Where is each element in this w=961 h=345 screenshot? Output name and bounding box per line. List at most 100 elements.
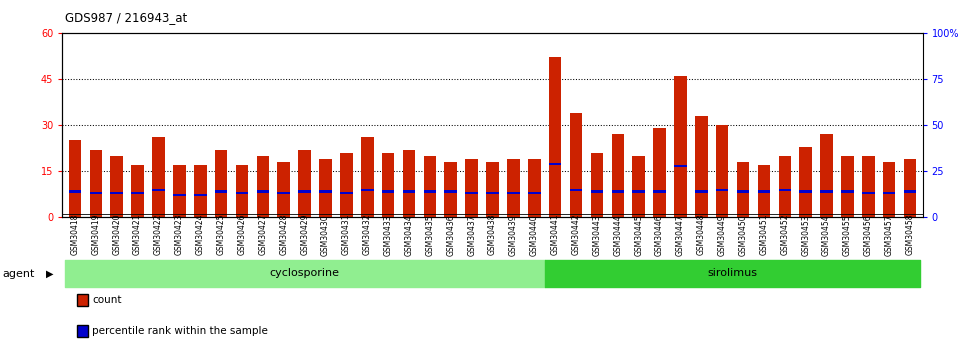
Text: sirolimus: sirolimus [707, 268, 757, 278]
Bar [278, 162, 290, 217]
Text: ▶: ▶ [46, 269, 54, 278]
Bar [340, 153, 353, 217]
Text: GSM30426: GSM30426 [237, 214, 247, 255]
Bar [653, 190, 666, 193]
Bar [403, 150, 415, 217]
Text: agent: agent [2, 269, 35, 278]
Text: GSM30441: GSM30441 [551, 214, 559, 255]
Bar [695, 116, 707, 217]
Bar [653, 128, 666, 217]
Bar [173, 194, 185, 196]
Bar [674, 165, 687, 167]
Text: count: count [92, 295, 122, 305]
Bar [257, 190, 269, 193]
Text: GDS987 / 216943_at: GDS987 / 216943_at [64, 11, 186, 23]
Text: GSM30438: GSM30438 [488, 214, 497, 255]
Bar [570, 113, 582, 217]
Bar [235, 192, 248, 195]
Bar [757, 165, 770, 217]
Text: GSM30447: GSM30447 [676, 214, 685, 256]
Bar [132, 192, 144, 195]
Bar [549, 57, 561, 217]
Bar [361, 189, 374, 191]
Text: GSM30427: GSM30427 [259, 214, 267, 255]
Bar [152, 189, 164, 191]
Text: percentile rank within the sample: percentile rank within the sample [92, 326, 268, 336]
Bar [361, 137, 374, 217]
Bar [862, 156, 875, 217]
Bar [215, 190, 228, 193]
Bar [382, 153, 394, 217]
Bar [841, 156, 853, 217]
Bar [841, 190, 853, 193]
Text: cyclosporine: cyclosporine [270, 268, 339, 278]
Bar [716, 189, 728, 191]
Bar [778, 156, 791, 217]
Text: GSM30451: GSM30451 [759, 214, 769, 255]
Text: GSM30422: GSM30422 [154, 214, 163, 255]
Bar [800, 147, 812, 217]
Bar [611, 134, 624, 217]
Bar [737, 162, 750, 217]
Bar [883, 192, 896, 195]
Text: GSM30428: GSM30428 [280, 214, 288, 255]
Bar [111, 156, 123, 217]
Text: GSM30423: GSM30423 [175, 214, 184, 255]
Bar [903, 190, 916, 193]
Text: GSM30436: GSM30436 [446, 214, 456, 256]
Text: GSM30429: GSM30429 [300, 214, 309, 255]
Text: GSM30452: GSM30452 [780, 214, 789, 255]
Bar [69, 140, 82, 217]
Bar [570, 189, 582, 191]
Text: GSM30445: GSM30445 [634, 214, 643, 256]
Text: GSM30421: GSM30421 [134, 214, 142, 255]
Bar [737, 190, 750, 193]
Bar [486, 162, 499, 217]
Bar [695, 190, 707, 193]
Bar [465, 192, 478, 195]
Bar [883, 162, 896, 217]
Bar [528, 192, 540, 195]
Bar [674, 76, 687, 217]
Bar [632, 156, 645, 217]
Text: GSM30418: GSM30418 [70, 214, 80, 255]
Bar [424, 156, 436, 217]
Text: GSM30430: GSM30430 [321, 214, 330, 256]
Text: GSM30456: GSM30456 [864, 214, 873, 256]
Text: GSM30442: GSM30442 [572, 214, 580, 255]
Bar [194, 165, 207, 217]
Bar [257, 156, 269, 217]
Bar [507, 159, 520, 217]
Text: GSM30437: GSM30437 [467, 214, 476, 256]
Text: GSM30458: GSM30458 [905, 214, 915, 255]
Text: GSM30453: GSM30453 [801, 214, 810, 256]
Text: GSM30443: GSM30443 [592, 214, 602, 256]
Text: GSM30434: GSM30434 [405, 214, 413, 256]
Bar [591, 153, 604, 217]
Bar [465, 159, 478, 217]
Bar [319, 159, 332, 217]
Bar [382, 190, 394, 193]
Bar [319, 190, 332, 193]
Text: GSM30444: GSM30444 [613, 214, 623, 256]
Bar [445, 190, 457, 193]
Text: GSM30431: GSM30431 [342, 214, 351, 255]
Bar [132, 165, 144, 217]
Bar [821, 190, 833, 193]
Text: GSM30449: GSM30449 [718, 214, 727, 256]
Bar [716, 125, 728, 217]
Text: GSM30440: GSM30440 [530, 214, 539, 256]
Bar [194, 194, 207, 196]
Text: GSM30424: GSM30424 [196, 214, 205, 255]
Bar [215, 150, 228, 217]
Text: GSM30450: GSM30450 [738, 214, 748, 256]
Bar [111, 192, 123, 195]
Bar [632, 190, 645, 193]
Text: GSM30435: GSM30435 [426, 214, 434, 256]
Bar [340, 192, 353, 195]
Bar [152, 137, 164, 217]
Bar [173, 165, 185, 217]
Text: GSM30439: GSM30439 [509, 214, 518, 256]
Bar [549, 163, 561, 165]
Bar [403, 190, 415, 193]
